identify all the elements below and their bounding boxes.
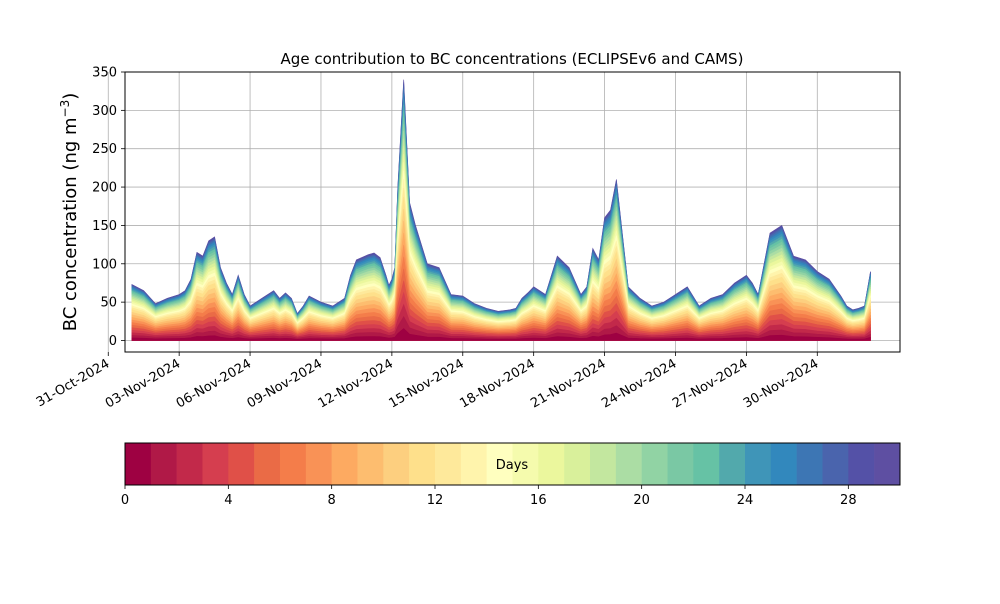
age-band-0-days (131, 328, 871, 341)
colorbar-bin (357, 443, 384, 485)
y-tick-label: 200 (92, 181, 117, 196)
colorbar-tick-label: 12 (427, 493, 444, 508)
colorbar-bin (228, 443, 255, 485)
chart-title: Age contribution to BC concentrations (E… (281, 50, 744, 68)
colorbar-bin (280, 443, 307, 485)
colorbar-bin (305, 443, 332, 485)
colorbar-label: Days (496, 458, 529, 473)
colorbar-bin (460, 443, 487, 485)
stacked-age-areas (131, 79, 871, 341)
colorbar-bin (667, 443, 694, 485)
x-axis: 31-Oct-202403-Nov-202406-Nov-202409-Nov-… (34, 352, 821, 411)
colorbar-bin (564, 443, 591, 485)
colorbar-bin (796, 443, 823, 485)
colorbar-bin (770, 443, 797, 485)
colorbar-bin (202, 443, 229, 485)
colorbar-tick-label: 0 (121, 493, 129, 508)
colorbar-bin (409, 443, 436, 485)
x-tick-label: 09-Nov-2024 (245, 356, 325, 411)
y-tick-label: 250 (92, 142, 117, 157)
y-axis: 0 50 100 150 200 250 300 350 (92, 66, 125, 349)
x-tick-label: 27-Nov-2024 (670, 356, 750, 411)
colorbar-bin (435, 443, 462, 485)
colorbar-bin (615, 443, 642, 485)
y-tick-label: 150 (92, 219, 117, 234)
colorbar-bin (383, 443, 410, 485)
colorbar-bin (590, 443, 617, 485)
x-tick-label: 03-Nov-2024 (103, 356, 183, 411)
y-tick-label: 350 (92, 66, 117, 81)
colorbar-frame (124, 442, 901, 486)
x-tick-label: 30-Nov-2024 (741, 356, 821, 411)
colorbar-bin (874, 443, 901, 485)
x-tick-label: 18-Nov-2024 (457, 356, 537, 411)
colorbar-bin (822, 443, 849, 485)
x-tick-label: 24-Nov-2024 (599, 356, 679, 411)
colorbar-bin (848, 443, 875, 485)
x-tick-label: 21-Nov-2024 (528, 356, 608, 411)
colorbar-bin (538, 443, 565, 485)
y-tick-label: 300 (92, 104, 117, 119)
colorbar-tick-label: 20 (633, 493, 650, 508)
colorbar-bin (331, 443, 358, 485)
colorbar-tick-label: 24 (737, 493, 754, 508)
colorbar-bin (486, 443, 513, 485)
x-tick-label: 06-Nov-2024 (174, 356, 254, 411)
y-axis-label: BC concentration (ng m−3) (58, 93, 81, 332)
colorbar-bin (176, 443, 203, 485)
y-tick-label: 100 (92, 257, 117, 272)
x-tick-label: 12-Nov-2024 (316, 356, 396, 411)
colorbar-bin (150, 443, 177, 485)
colorbar-tick-label: 16 (530, 493, 547, 508)
colorbar-bin (512, 443, 539, 485)
colorbar-bin (125, 443, 152, 485)
colorbar-tick-label: 4 (224, 493, 232, 508)
colorbar-bin (641, 443, 668, 485)
y-tick-label: 50 (100, 296, 117, 311)
colorbar-tick-label: 8 (328, 493, 336, 508)
colorbar: 0 4 8 12 16 20 24 28 (121, 442, 901, 508)
colorbar-bin (693, 443, 720, 485)
y-tick-label: 0 (109, 334, 117, 349)
x-tick-label: 15-Nov-2024 (386, 356, 466, 411)
colorbar-bin (745, 443, 772, 485)
colorbar-bin (254, 443, 281, 485)
colorbar-bin (719, 443, 746, 485)
plot-frame (124, 71, 901, 353)
colorbar-tick-label: 28 (840, 493, 857, 508)
x-tick-label: 31-Oct-2024 (34, 356, 112, 410)
